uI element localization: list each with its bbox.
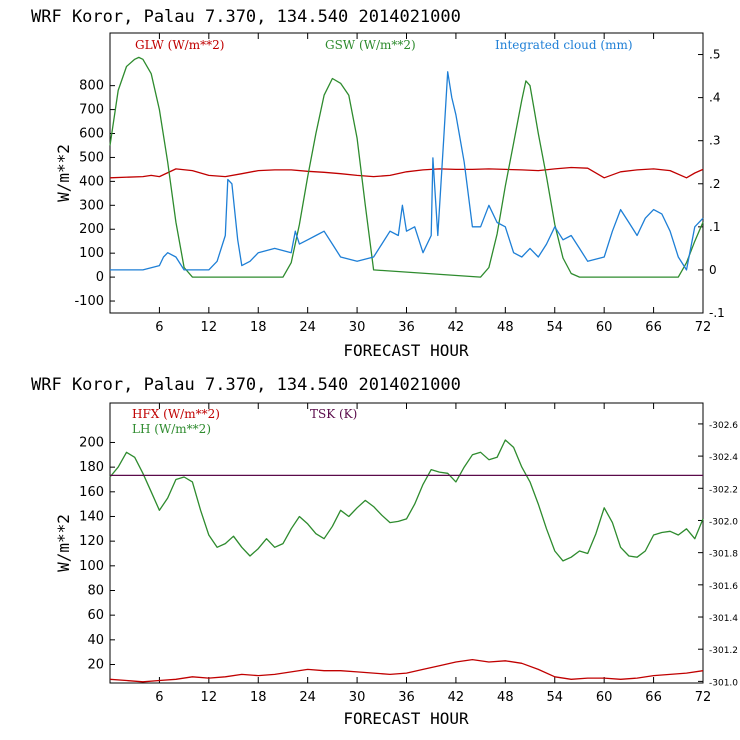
y-tick-label: 800 <box>79 79 104 94</box>
y2-tick-label: -302.0 <box>709 517 738 527</box>
x-tick-label: 6 <box>155 690 163 705</box>
y-tick-label: 40 <box>87 633 104 648</box>
y2-tick-label: -.1 <box>709 306 725 320</box>
series-line-2 <box>110 71 704 271</box>
series-line-0 <box>109 658 704 683</box>
chart-1-legend-cloud: Integrated cloud (mm) <box>495 38 633 52</box>
y2-tick-label: -302.4 <box>709 453 738 463</box>
series-line-1 <box>109 439 704 562</box>
y-tick-label: 200 <box>79 435 104 450</box>
chart-1-series <box>109 56 704 278</box>
y-tick-label: 20 <box>87 657 104 672</box>
chart-2-legend-hfx: HFX (W/m**2) <box>132 407 220 421</box>
chart-2-title: WRF Koror, Palau 7.370, 134.540 20140210… <box>31 375 461 395</box>
chart-1-y-axis-ticks: -100 0 100 200 300 400 500 600 700 800 <box>74 79 115 309</box>
chart-1-x-label: FORECAST HOUR <box>343 341 469 360</box>
x-tick-label: 30 <box>349 320 366 335</box>
chart-1-y2-axis-ticks: .5 .4 .3 .2 .1 0 -.1 <box>698 48 725 320</box>
x-tick-label: 36 <box>398 320 415 335</box>
y-tick-label: -100 <box>74 294 104 309</box>
y2-tick-label: -301.6 <box>709 582 738 592</box>
y-tick-label: 400 <box>79 174 104 189</box>
series-line-1 <box>109 56 704 278</box>
y-tick-label: 100 <box>79 246 104 261</box>
y2-tick-label: -301.0 <box>709 678 738 688</box>
x-tick-label: 24 <box>299 690 316 705</box>
y-tick-label: 80 <box>87 583 104 598</box>
chart-1-title: WRF Koror, Palau 7.370, 134.540 20140210… <box>31 7 461 27</box>
x-tick-label: 18 <box>250 690 267 705</box>
y-tick-label: 200 <box>79 222 104 237</box>
y-tick-label: 140 <box>79 509 104 524</box>
y-tick-label: 120 <box>79 534 104 549</box>
x-tick-label: 48 <box>497 320 514 335</box>
chart-2: WRF Koror, Palau 7.370, 134.540 20140210… <box>31 375 738 728</box>
x-tick-label: 12 <box>201 320 218 335</box>
x-tick-label: 66 <box>645 320 662 335</box>
y2-tick-label: -302.2 <box>709 485 738 495</box>
y2-tick-label: .3 <box>709 134 720 148</box>
x-tick-label: 36 <box>398 690 415 705</box>
x-tick-label: 54 <box>546 690 563 705</box>
x-tick-label: 54 <box>546 320 563 335</box>
y2-tick-label: .5 <box>709 48 720 62</box>
y2-tick-label: -301.2 <box>709 646 738 656</box>
chart-1-legend-gsw: GSW (W/m**2) <box>325 38 416 52</box>
y-tick-label: 60 <box>87 608 104 623</box>
chart-1: WRF Koror, Palau 7.370, 134.540 20140210… <box>31 7 725 360</box>
x-tick-label: 48 <box>497 690 514 705</box>
x-tick-label: 42 <box>448 690 465 705</box>
x-tick-label: 24 <box>299 320 316 335</box>
x-tick-label: 42 <box>448 320 465 335</box>
y-tick-label: 160 <box>79 485 104 500</box>
y-tick-label: 180 <box>79 460 104 475</box>
x-tick-label: 12 <box>201 690 218 705</box>
y2-tick-label: -301.8 <box>709 550 738 560</box>
chart-2-x-label: FORECAST HOUR <box>343 709 469 728</box>
chart-2-x-axis-ticks: 6 12 18 24 30 36 42 48 54 60 66 72 <box>155 403 711 705</box>
y-tick-label: 500 <box>79 150 104 165</box>
y2-tick-label: -302.6 <box>709 421 738 431</box>
y-tick-label: 700 <box>79 103 104 118</box>
y2-tick-label: .1 <box>709 220 720 234</box>
chart-2-y-label: W/m**2 <box>54 514 73 572</box>
x-tick-label: 30 <box>349 690 366 705</box>
y-tick-label: 0 <box>96 270 104 285</box>
series-line-0 <box>109 166 704 179</box>
chart-2-y-axis-ticks: 20 40 60 80 100 120 140 160 180 200 <box>79 435 115 672</box>
chart-1-legend-glw: GLW (W/m**2) <box>135 38 224 52</box>
chart-1-y-label: W/m**2 <box>54 144 73 202</box>
x-tick-label: 72 <box>695 320 712 335</box>
y-tick-label: 300 <box>79 198 104 213</box>
x-tick-label: 60 <box>596 320 613 335</box>
x-tick-label: 6 <box>155 320 163 335</box>
y2-tick-label: .2 <box>709 177 720 191</box>
x-tick-label: 72 <box>695 690 712 705</box>
x-tick-label: 60 <box>596 690 613 705</box>
y2-tick-label: .4 <box>709 91 720 105</box>
x-tick-label: 18 <box>250 320 267 335</box>
y2-tick-label: -301.4 <box>709 614 738 624</box>
y-tick-label: 100 <box>79 559 104 574</box>
chart-2-legend-lh: LH (W/m**2) <box>132 422 211 436</box>
x-tick-label: 66 <box>645 690 662 705</box>
chart-2-y2-axis-ticks: -302.6 -302.4 -302.2 -302.0 -301.8 -301.6 -301… <box>698 421 738 688</box>
y2-tick-label: 0 <box>709 263 717 277</box>
y-tick-label: 600 <box>79 127 104 142</box>
chart-1-x-axis-ticks: 6 12 18 24 30 36 42 48 54 60 66 72 <box>155 33 711 335</box>
chart-2-plot-frame <box>109 402 704 684</box>
chart-2-legend-tsk: TSK (K) <box>310 407 357 421</box>
chart-2-series <box>109 439 704 683</box>
